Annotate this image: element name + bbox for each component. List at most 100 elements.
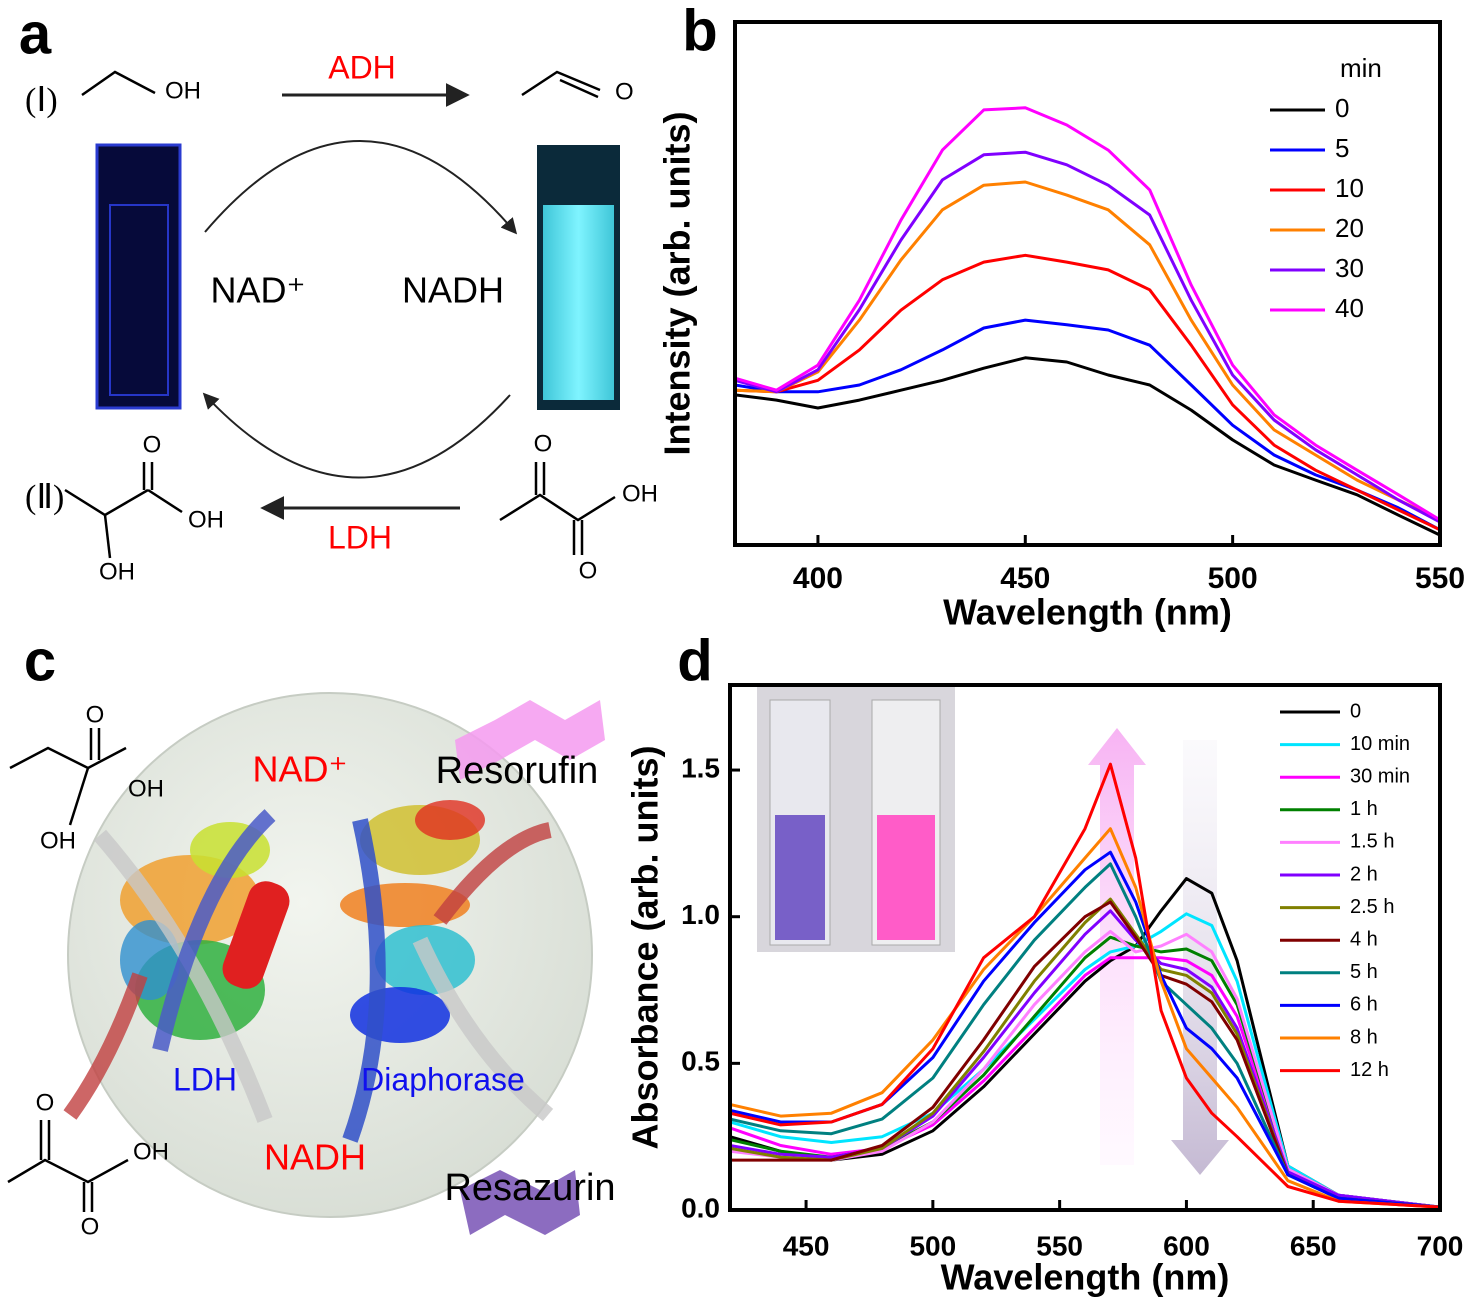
dye: Resazurin	[444, 1167, 615, 1209]
legend-label: 10 min	[1350, 733, 1410, 755]
series-line	[730, 862, 1440, 1209]
panel-a: a (Ⅰ) (Ⅱ) OH ADH O NAD⁺ NADH O OH OH LDH…	[19, 1, 658, 585]
series-line	[730, 912, 1440, 1209]
atom: OH	[40, 827, 76, 854]
legend-label: 2.5 h	[1350, 896, 1394, 918]
series-line	[730, 909, 1440, 1209]
x-tick-label: 600	[1163, 1230, 1210, 1261]
bond	[147, 488, 183, 514]
legend-label: 30	[1335, 253, 1364, 283]
series-line	[730, 827, 1440, 1209]
panel-label: c	[24, 628, 56, 693]
series-line	[735, 356, 1440, 537]
bond	[559, 78, 599, 99]
y-tick-label: 0.0	[681, 1192, 720, 1223]
x-tick-label: 550	[1415, 562, 1465, 595]
flow-arrow	[342, 818, 386, 1143]
cuvette-liquid	[775, 815, 825, 940]
bond	[103, 514, 112, 559]
legend-label: 1 h	[1350, 798, 1378, 820]
legend-label: 5	[1335, 133, 1349, 163]
x-tick-label: 450	[1000, 562, 1050, 595]
series-line	[735, 106, 1440, 522]
protein	[350, 987, 450, 1043]
cycle-arrow	[204, 140, 518, 235]
atom: O	[534, 430, 553, 457]
legend-label: 8 h	[1350, 1026, 1378, 1048]
series-line	[730, 762, 1440, 1209]
bond	[81, 70, 156, 97]
legend-label: 4 h	[1350, 928, 1378, 950]
cuvette-glow	[543, 205, 614, 400]
legend-label: 10	[1335, 173, 1364, 203]
legend-label: 2 h	[1350, 863, 1378, 885]
legend-label: 6 h	[1350, 994, 1378, 1016]
cofactor: NAD⁺	[210, 270, 305, 311]
atom: O	[143, 431, 162, 458]
flow-arrow	[152, 809, 276, 1052]
legend-label: 0	[1335, 93, 1349, 123]
dye-hexagons	[460, 1170, 580, 1235]
enzyme: ADH	[328, 49, 396, 85]
atom: O	[615, 78, 634, 105]
bond	[87, 746, 127, 770]
dye-hexagons	[455, 700, 605, 780]
series-line	[730, 877, 1440, 1209]
series-line	[735, 180, 1440, 522]
flow-arrow	[433, 822, 552, 925]
atom: O	[81, 1213, 100, 1240]
y-axis-title: Absorbance (arb. units)	[625, 745, 666, 1149]
y-tick-label: 0.5	[681, 1046, 720, 1077]
cofactor: NADH	[264, 1137, 366, 1178]
flow-arrow	[63, 972, 148, 1120]
flow-arrow	[412, 936, 554, 1122]
y-tick-label: 1.5	[681, 752, 720, 783]
series-line	[735, 253, 1440, 532]
x-tick-label: 450	[783, 1230, 830, 1261]
panel-label: d	[677, 628, 712, 693]
atom: OH	[128, 775, 164, 802]
series-line	[730, 900, 1440, 1209]
cofactor: NAD⁺	[252, 749, 347, 790]
series-line	[735, 150, 1440, 524]
plot-frame	[728, 683, 1442, 1212]
atom: OH	[622, 480, 658, 507]
x-tick-label: 400	[793, 562, 843, 595]
atom: O	[36, 1089, 55, 1116]
enzyme: Diaphorase	[361, 1061, 525, 1097]
protein	[415, 800, 485, 840]
atom: O	[86, 701, 105, 728]
series-line	[730, 929, 1440, 1209]
series-line	[730, 935, 1440, 1209]
series-line	[730, 956, 1440, 1209]
cuvette-inner	[109, 204, 169, 396]
cycle-arrow	[202, 392, 511, 479]
atom: O	[579, 557, 598, 584]
legend-label: 30 min	[1350, 765, 1410, 787]
bond	[64, 488, 149, 517]
bond	[9, 746, 89, 770]
x-tick-label: 500	[909, 1230, 956, 1261]
legend-label: 20	[1335, 213, 1364, 243]
protein	[222, 881, 290, 989]
reaction-label: (Ⅱ)	[25, 479, 64, 516]
x-axis-title: Wavelength (nm)	[943, 592, 1232, 633]
legend-label: 1.5 h	[1350, 831, 1394, 853]
cofactor: NADH	[402, 270, 504, 311]
bond	[521, 70, 601, 97]
plot-frame	[733, 20, 1442, 547]
atom: OH	[133, 1138, 169, 1165]
enzyme: LDH	[328, 519, 392, 555]
x-tick-label: 500	[1208, 562, 1258, 595]
panel-label: b	[682, 0, 717, 63]
x-tick-label: 550	[1036, 1230, 1083, 1261]
legend-label: 12 h	[1350, 1059, 1389, 1081]
x-axis-title: Wavelength (nm)	[941, 1257, 1230, 1298]
legend-label: 40	[1335, 293, 1364, 323]
bond	[7, 1158, 129, 1184]
cuvette-liquid	[877, 815, 935, 940]
chart: d 450 500 550 600 650 700 0.0 0.5 1.0 1.5 Wavelengt…	[625, 628, 1464, 1297]
y-axis-title: Intensity (arb. units)	[657, 111, 698, 455]
